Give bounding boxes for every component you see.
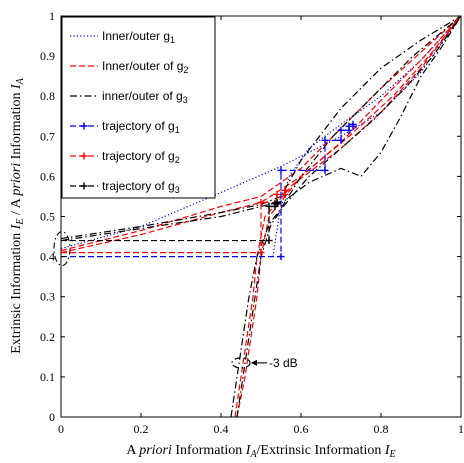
series-13-marker-0: [257, 249, 265, 257]
series-11-marker-0: [277, 253, 285, 261]
series-1-line: [272, 15, 462, 257]
legend-label-4: trajectory of g2: [102, 149, 180, 165]
series-2-line: [60, 15, 462, 252]
series-0-line: [60, 15, 462, 250]
legend-sample-marker-3: [80, 122, 88, 130]
series-11-marker-4: [337, 136, 345, 144]
series-4-line: [236, 15, 462, 418]
y-tick-label-2: 0.2: [40, 330, 55, 344]
legend-label-0: Inner/outer g1: [102, 29, 175, 45]
annotation-arrowhead: [251, 359, 257, 366]
series-13-marker-3: [273, 190, 281, 198]
series-11-marker-9: [349, 120, 357, 128]
annotation-label: -3 dB: [269, 356, 298, 370]
y-tick-label-4: 0.4: [40, 250, 55, 264]
legend: Inner/outer g1 Inner/outer of g2 inner/out…: [61, 16, 216, 199]
x-axis-label: A priori Information IA/Extrinsic Inform…: [126, 443, 395, 460]
series-8-line: [230, 15, 462, 418]
series-11-marker-2: [321, 166, 329, 174]
x-tick-label-5: 1: [458, 422, 464, 436]
legend-label-3: trajectory of g1: [102, 119, 180, 135]
annotation-layer: -3 dB: [53, 231, 298, 370]
y-tick-label-9: 0.9: [40, 49, 55, 63]
series-layer: [60, 15, 462, 418]
series-5-line: [234, 15, 462, 418]
y-tick-label-10: 1: [49, 9, 55, 23]
legend-label-2: inner/outer of g3: [102, 89, 188, 105]
legend-label-1: Inner/outer of g2: [102, 59, 188, 75]
x-tick-label-2: 0.4: [214, 422, 229, 436]
series-13-marker-1: [257, 198, 265, 206]
series-15-marker-5: [273, 198, 281, 206]
series-15-marker-1: [265, 202, 273, 210]
legend-sample-marker-4: [80, 152, 88, 160]
y-tick-label-8: 0.8: [40, 89, 55, 103]
series-15-marker-0: [265, 237, 273, 245]
y-axis-label: Extrinsic Information IE / A priori Info…: [9, 77, 26, 353]
series-7-line: [60, 15, 462, 242]
legend-sample-5: [70, 182, 98, 190]
y-tick-label-0: 0: [49, 410, 55, 424]
y-tick-label-3: 0.3: [40, 290, 55, 304]
y-tick-label-1: 0.1: [40, 370, 55, 384]
legend-sample-4: [70, 152, 98, 160]
x-tick-label-0: 0: [58, 422, 64, 436]
x-tick-label-3: 0.6: [294, 422, 309, 436]
y-tick-label-5: 0.5: [40, 210, 55, 224]
series-9-line: [236, 15, 462, 418]
x-tick-label-1: 0.2: [134, 422, 149, 436]
axes-layer: 0 0.2 0.4 0.6 0.8 1 0 0.1 0.2 0.3 0.4 0.5 0.6 0.7 0.8 0…: [40, 9, 464, 436]
legend-box: [61, 16, 216, 199]
legend-label-5: trajectory of g3: [102, 179, 180, 195]
legend-sample-3: [70, 122, 98, 130]
series-11-marker-1: [277, 166, 285, 174]
series-11-markers: [277, 120, 357, 261]
series-13-marker-5: [281, 186, 289, 194]
series-15-markers: [265, 198, 281, 245]
legend-sample-marker-5: [80, 182, 88, 190]
annotation-ellipse: [231, 357, 251, 369]
y-tick-label-7: 0.7: [40, 129, 55, 143]
x-tick-label-4: 0.8: [374, 422, 389, 436]
series-11-marker-5: [337, 126, 345, 134]
series-11-marker-3: [321, 136, 329, 144]
y-tick-label-6: 0.6: [40, 169, 55, 183]
series-6-line: [60, 15, 462, 240]
